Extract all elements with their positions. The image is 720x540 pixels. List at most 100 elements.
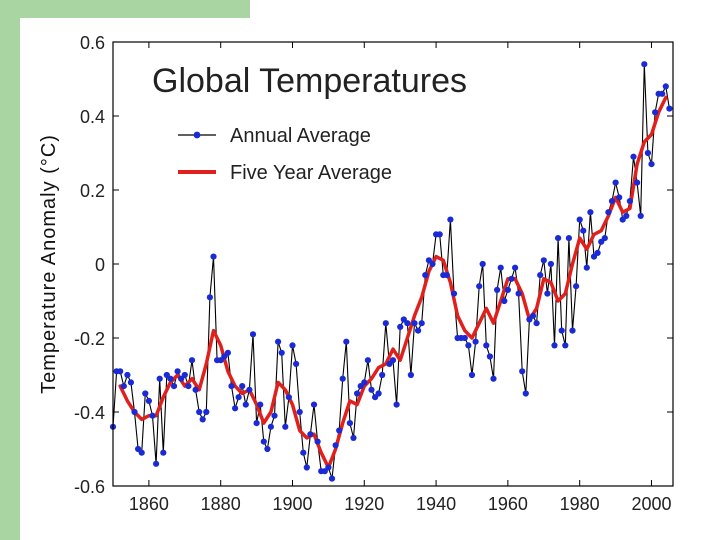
annual-data-point [583, 264, 590, 271]
annual-data-point [224, 349, 231, 356]
annual-data-point [174, 368, 181, 375]
x-tick-labels: 1860 1880 1900 1920 1940 1960 1980 2000 [129, 494, 672, 514]
legend: Annual Average Five Year Average [178, 125, 392, 184]
five-year-average-line [118, 95, 668, 470]
annual-data-point [450, 290, 458, 297]
annual-data-point [662, 83, 669, 90]
annual-data-point [634, 179, 641, 186]
annual-data-point [206, 294, 213, 301]
annual-data-point [447, 216, 454, 223]
annual-data-point [436, 231, 443, 238]
annual-data-point [275, 338, 282, 345]
annual-data-point [576, 216, 583, 223]
annual-data-point [185, 383, 192, 390]
annual-data-point [257, 401, 264, 408]
annual-data-point [465, 342, 472, 349]
annual-data-point [325, 464, 332, 471]
annual-data-point [468, 371, 476, 379]
x-tick-label: 1880 [201, 494, 241, 514]
annual-data-point [260, 438, 267, 445]
annual-data-point [486, 353, 493, 360]
annual-data-point [544, 290, 551, 297]
annual-data-point [285, 394, 292, 401]
annual-data-point [368, 386, 375, 393]
slide-accent-bar [0, 0, 20, 540]
annual-data-point [160, 449, 167, 456]
annual-data-point [666, 105, 673, 112]
annual-data-point [296, 408, 303, 416]
annual-data-point [242, 401, 249, 408]
annual-data-point [170, 383, 178, 390]
annual-data-point [181, 371, 188, 379]
annual-data-point [303, 464, 310, 471]
annual-data-point [336, 427, 343, 434]
annual-data-point [289, 342, 296, 349]
y-tick-label: 0.4 [80, 107, 105, 127]
chart-title: Global Temperatures [152, 62, 467, 100]
annual-data-point [310, 401, 318, 408]
annual-data-point [551, 342, 558, 349]
annual-data-point [264, 445, 271, 453]
annual-data-point [565, 235, 573, 242]
annual-data-point [328, 475, 336, 482]
annual-data-point [494, 286, 501, 293]
annual-data-point [504, 286, 511, 293]
annual-data-point [350, 434, 357, 441]
legend-five-year-label: Five Year Average [230, 162, 392, 184]
annual-data-point [515, 290, 522, 297]
annual-data-point [540, 257, 547, 264]
annual-data-point [411, 320, 418, 327]
annual-data-point [569, 327, 576, 334]
annual-data-point [601, 235, 608, 242]
annual-data-point [142, 390, 149, 397]
annual-data-point [637, 212, 644, 219]
annual-data-point [314, 438, 321, 445]
annual-data-point [623, 212, 630, 219]
annual-data-point [346, 420, 353, 427]
annual-data-point [443, 272, 450, 279]
annual-data-point [145, 397, 152, 404]
annual-data-point [476, 283, 483, 290]
annual-data-point [533, 320, 540, 327]
y-tick-label: -0.4 [74, 403, 105, 423]
annual-data-point [120, 383, 127, 390]
tick-marks [113, 41, 673, 487]
annual-data-point [239, 383, 246, 390]
annual-data-point [307, 431, 314, 438]
y-tick-label: 0.6 [80, 33, 105, 53]
annual-data-point [343, 338, 350, 345]
annual-data-point [271, 412, 278, 419]
annual-data-point [501, 297, 508, 305]
annual-data-point [149, 412, 156, 419]
annual-data-point [246, 386, 253, 393]
annual-data-point [547, 260, 555, 268]
legend-annual-marker [193, 131, 201, 139]
annual-data-point [418, 320, 425, 327]
annual-data-point [483, 342, 490, 349]
annual-data-point [497, 264, 504, 271]
annual-data-point [332, 442, 339, 449]
x-tick-label: 1860 [129, 494, 169, 514]
annual-data-point [652, 109, 659, 116]
annual-data-point [232, 405, 239, 412]
annual-data-point [156, 375, 163, 382]
annual-data-point [196, 408, 203, 416]
annual-data-point [253, 420, 260, 427]
annual-data-point [490, 375, 497, 382]
x-tick-label: 1920 [344, 494, 384, 514]
annual-data-point [375, 390, 382, 397]
annual-data-point [537, 272, 544, 279]
chart-background [20, 18, 720, 540]
annual-data-point [192, 386, 199, 393]
annual-data-point [167, 375, 174, 382]
annual-data-point [407, 371, 414, 379]
annual-data-point [364, 357, 371, 364]
annual-data-point [616, 194, 623, 201]
annual-data-point [587, 209, 594, 216]
annual-data-point [267, 423, 274, 430]
annual-data-point [282, 423, 289, 430]
annual-data-point [393, 401, 400, 408]
annual-data-point [235, 394, 242, 401]
annual-data-point [594, 249, 601, 256]
